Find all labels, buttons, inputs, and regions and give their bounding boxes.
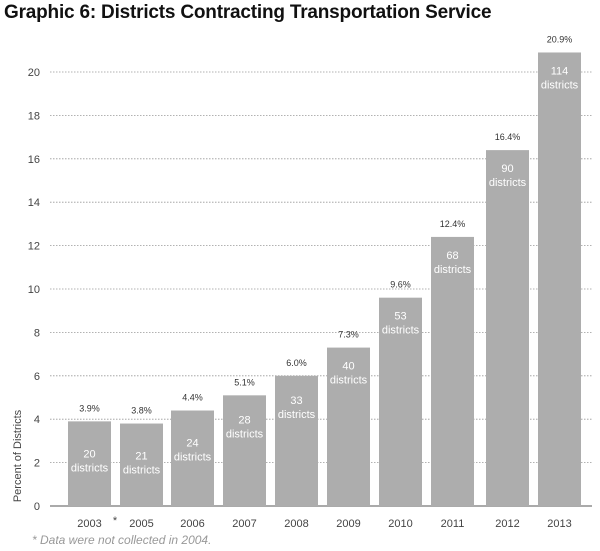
- x-tick-label: 2013: [547, 518, 571, 530]
- bar-2006: [171, 410, 214, 506]
- value-label: 3.9%: [79, 403, 100, 413]
- value-label: 3.8%: [131, 406, 152, 416]
- y-axis-label: Percent of Districts: [12, 409, 24, 502]
- bar-2010: [379, 297, 422, 506]
- count-unit-label: districts: [123, 465, 161, 477]
- count-label: 90: [501, 163, 513, 175]
- bar-2005: [120, 423, 163, 506]
- value-label: 20.9%: [547, 34, 573, 44]
- x-tick-label: 2010: [388, 518, 412, 530]
- count-unit-label: districts: [71, 462, 109, 474]
- count-label: 68: [446, 250, 458, 262]
- bar-2012: [486, 150, 529, 506]
- value-label: 6.0%: [286, 358, 307, 368]
- bar-2009: [327, 347, 370, 506]
- y-tick-label: 4: [34, 414, 40, 426]
- count-unit-label: districts: [489, 177, 527, 189]
- value-label: 9.6%: [390, 280, 411, 290]
- y-tick-label: 2: [34, 458, 40, 470]
- count-label: 24: [186, 438, 198, 450]
- x-tick-label: 2007: [232, 518, 256, 530]
- y-tick-label: 18: [28, 110, 40, 122]
- y-tick-label: 0: [34, 501, 40, 513]
- value-label: 12.4%: [440, 219, 466, 229]
- bar-2003: [68, 421, 111, 506]
- value-label: 4.4%: [182, 393, 203, 403]
- y-tick-label: 12: [28, 241, 40, 253]
- x-tick-label: 2008: [284, 518, 308, 530]
- count-unit-label: districts: [434, 264, 472, 276]
- y-tick-label: 20: [28, 67, 40, 79]
- bar-2008: [275, 375, 318, 506]
- value-label: 7.3%: [338, 330, 359, 340]
- x-tick-label: 2005: [129, 518, 153, 530]
- count-label: 33: [290, 395, 302, 407]
- value-label: 5.1%: [234, 377, 255, 387]
- x-tick-label: 2012: [495, 518, 519, 530]
- count-unit-label: districts: [330, 375, 368, 387]
- y-tick-label: 8: [34, 327, 40, 339]
- count-label: 21: [135, 451, 147, 463]
- count-unit-label: districts: [382, 325, 420, 337]
- x-tick-label: 2003: [77, 518, 101, 530]
- count-label: 53: [394, 311, 406, 323]
- bar-2013: [538, 52, 581, 506]
- x-tick-label: 2006: [180, 518, 204, 530]
- x-tick-label: 2009: [336, 518, 360, 530]
- bar-2007: [223, 395, 266, 506]
- footnote: * Data were not collected in 2004.: [32, 533, 212, 547]
- value-label: 16.4%: [495, 132, 521, 142]
- count-unit-label: districts: [226, 428, 264, 440]
- count-label: 28: [238, 414, 250, 426]
- count-label: 40: [342, 361, 354, 373]
- count-label: 114: [551, 65, 569, 77]
- x-tick-asterisk: *: [113, 515, 118, 527]
- bar-2011: [431, 236, 474, 507]
- x-tick-label: 2011: [441, 518, 465, 530]
- count-unit-label: districts: [278, 409, 316, 421]
- count-label: 20: [83, 448, 95, 460]
- y-tick-label: 6: [34, 371, 40, 383]
- count-unit-label: districts: [174, 452, 212, 464]
- count-unit-label: districts: [541, 79, 579, 91]
- y-tick-label: 16: [28, 154, 40, 166]
- chart-title: Graphic 6: Districts Contracting Transpo…: [4, 2, 492, 23]
- y-tick-label: 10: [28, 284, 40, 296]
- y-tick-label: 14: [28, 197, 40, 209]
